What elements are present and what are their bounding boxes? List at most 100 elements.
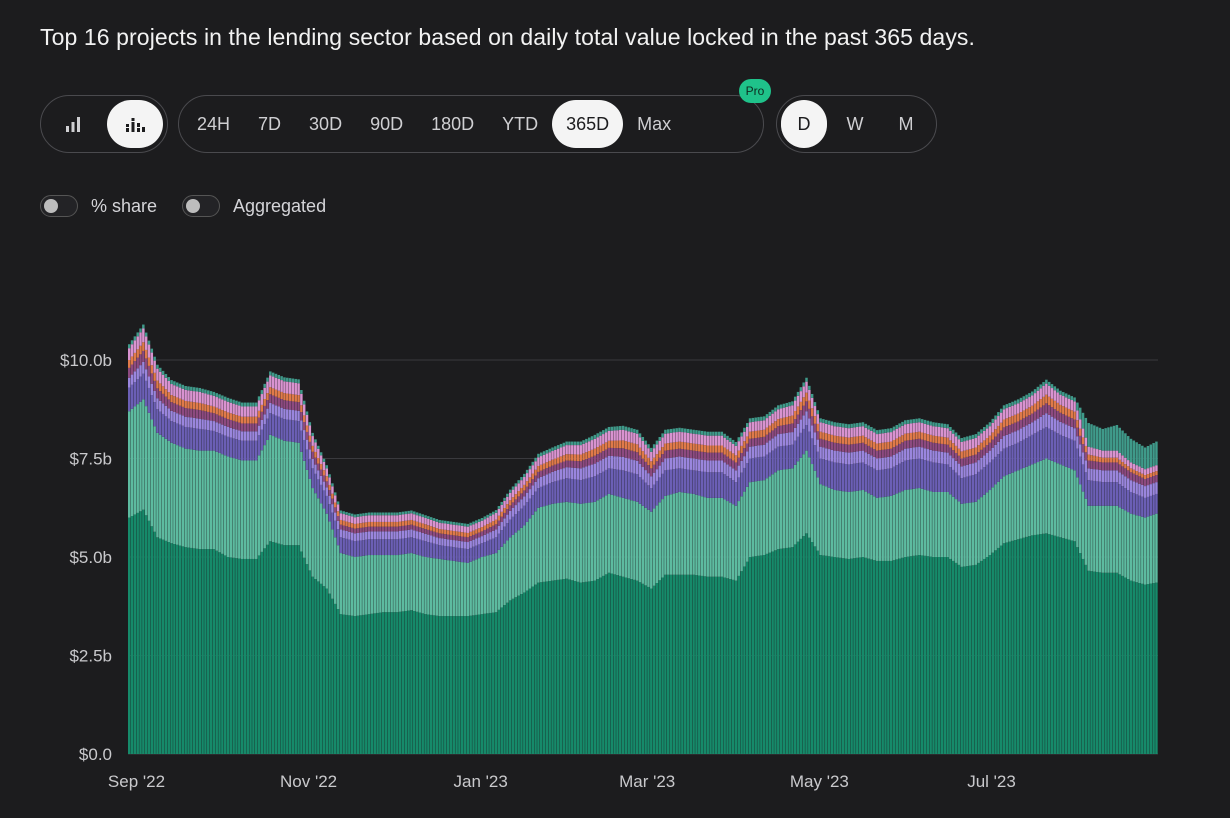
daily-bar bbox=[551, 447, 554, 754]
bar-segment-series-1 bbox=[686, 574, 690, 754]
bar-segment-series-8 bbox=[1033, 389, 1037, 394]
bar-chart-button[interactable] bbox=[45, 100, 101, 148]
bar-segment-series-2 bbox=[1121, 508, 1124, 576]
bar-segment-series-3 bbox=[139, 376, 142, 402]
bar-segment-series-1 bbox=[322, 586, 326, 754]
bar-segment-series-5 bbox=[446, 534, 450, 540]
bar-segment-series-4 bbox=[252, 431, 255, 441]
bar-segment-series-6 bbox=[534, 469, 537, 476]
bar-segment-series-8 bbox=[937, 423, 941, 427]
bar-segment-series-4 bbox=[904, 448, 907, 461]
range-180d-button[interactable]: 180D bbox=[431, 113, 475, 134]
bar-segment-series-7 bbox=[1098, 449, 1102, 458]
bar-segment-series-5 bbox=[240, 423, 244, 432]
range-90d-button[interactable]: 90D bbox=[370, 113, 404, 134]
bar-segment-series-8 bbox=[243, 402, 247, 407]
bar-segment-series-4 bbox=[554, 470, 557, 482]
bar-segment-series-8 bbox=[1112, 425, 1116, 451]
bar-segment-series-8 bbox=[870, 426, 873, 431]
bar-segment-series-5 bbox=[751, 438, 755, 447]
range-ytd-button[interactable]: YTD bbox=[502, 113, 539, 134]
bar-segment-series-6 bbox=[655, 454, 659, 462]
bar-segment-series-4 bbox=[1101, 470, 1105, 483]
bar-segment-series-1 bbox=[765, 553, 769, 754]
bar-segment-series-2 bbox=[1053, 462, 1057, 536]
bar-segment-series-7 bbox=[480, 520, 484, 528]
resolution-weekly-button[interactable]: W bbox=[846, 113, 864, 134]
bar-segment-series-6 bbox=[892, 439, 896, 448]
bar-segment-series-7 bbox=[627, 431, 630, 442]
range-24h-button[interactable]: 24H bbox=[197, 113, 231, 134]
bar-segment-series-8 bbox=[726, 435, 729, 440]
bar-segment-series-3 bbox=[551, 482, 554, 504]
bar-segment-series-2 bbox=[475, 559, 478, 615]
bar-segment-series-2 bbox=[816, 477, 820, 551]
bar-segment-series-5 bbox=[723, 454, 726, 463]
share-toggle[interactable] bbox=[40, 195, 78, 217]
bar-segment-series-4 bbox=[946, 452, 949, 465]
bar-segment-series-8 bbox=[164, 373, 168, 378]
bar-segment-series-4 bbox=[331, 504, 334, 513]
bar-segment-series-1 bbox=[743, 566, 746, 754]
bar-segment-series-1 bbox=[827, 556, 831, 754]
bar-segment-series-2 bbox=[963, 503, 966, 567]
daily-bar bbox=[895, 425, 899, 754]
bar-segment-series-4 bbox=[271, 404, 275, 415]
bar-segment-series-4 bbox=[221, 424, 224, 435]
aggregated-toggle[interactable] bbox=[182, 195, 220, 217]
daily-bar bbox=[949, 426, 952, 754]
daily-bar bbox=[246, 402, 249, 754]
bar-segment-series-3 bbox=[1081, 464, 1085, 492]
daily-bar bbox=[960, 438, 963, 754]
bar-segment-series-7 bbox=[500, 504, 503, 512]
bar-segment-series-8 bbox=[816, 410, 820, 415]
bar-segment-series-4 bbox=[980, 457, 983, 470]
daily-bar bbox=[432, 518, 436, 754]
bar-segment-series-4 bbox=[587, 465, 591, 478]
aggregated-toggle-label: Aggregated bbox=[233, 195, 327, 216]
bar-segment-series-8 bbox=[1011, 401, 1014, 406]
bar-segment-series-6 bbox=[328, 484, 331, 491]
resolution-daily-button[interactable]: D bbox=[781, 100, 827, 148]
daily-bar bbox=[641, 436, 645, 754]
bar-segment-series-1 bbox=[480, 614, 484, 754]
bar-segment-series-2 bbox=[985, 492, 989, 557]
bar-segment-series-2 bbox=[1033, 463, 1037, 535]
stacked-bar-chart-button[interactable] bbox=[107, 100, 163, 148]
bar-segment-series-3 bbox=[906, 460, 910, 490]
bar-segment-series-1 bbox=[844, 558, 848, 754]
bar-segment-series-8 bbox=[805, 377, 808, 382]
range-365d-button[interactable]: 365D bbox=[552, 100, 624, 148]
bar-segment-series-1 bbox=[469, 615, 472, 754]
bar-segment-series-1 bbox=[856, 557, 859, 754]
daily-bar bbox=[746, 423, 749, 754]
bar-segment-series-2 bbox=[681, 492, 684, 575]
bar-segment-series-3 bbox=[288, 419, 292, 442]
bar-segment-series-3 bbox=[943, 464, 946, 492]
bar-segment-series-2 bbox=[734, 505, 738, 581]
range-30d-button[interactable]: 30D bbox=[309, 113, 343, 134]
bar-segment-series-8 bbox=[994, 415, 997, 420]
bar-segment-series-5 bbox=[596, 454, 599, 463]
bar-segment-series-7 bbox=[816, 414, 820, 424]
bar-segment-series-1 bbox=[619, 575, 622, 754]
bar-segment-series-1 bbox=[726, 578, 729, 754]
range-max-button[interactable]: Max bbox=[637, 113, 672, 134]
bar-segment-series-4 bbox=[283, 408, 286, 420]
bar-segment-series-3 bbox=[404, 538, 408, 554]
bar-segment-series-4 bbox=[1016, 430, 1020, 443]
bar-segment-series-4 bbox=[562, 468, 566, 479]
bar-segment-series-1 bbox=[644, 585, 647, 754]
bar-segment-series-8 bbox=[254, 402, 258, 407]
bar-segment-series-7 bbox=[1084, 437, 1088, 446]
bar-segment-series-8 bbox=[1095, 426, 1099, 450]
range-7d-button[interactable]: 7D bbox=[258, 113, 282, 134]
resolution-monthly-button[interactable]: M bbox=[898, 113, 914, 134]
daily-bar bbox=[195, 387, 199, 754]
bar-segment-series-5 bbox=[664, 450, 667, 459]
bar-segment-series-1 bbox=[218, 552, 221, 754]
bar-segment-series-2 bbox=[274, 437, 278, 543]
bar-segment-series-1 bbox=[226, 557, 230, 754]
bar-segment-series-5 bbox=[714, 452, 718, 461]
bar-segment-series-1 bbox=[604, 574, 608, 754]
